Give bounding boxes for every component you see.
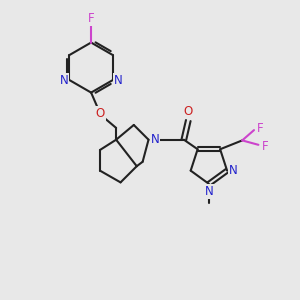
Text: N: N	[114, 74, 122, 87]
Text: F: F	[262, 140, 268, 153]
Text: N: N	[229, 164, 238, 177]
Text: O: O	[184, 105, 193, 118]
Text: F: F	[257, 122, 264, 135]
Text: O: O	[95, 107, 105, 120]
Text: F: F	[88, 12, 94, 25]
Text: N: N	[60, 74, 68, 87]
Text: N: N	[151, 133, 159, 146]
Text: N: N	[205, 185, 213, 198]
